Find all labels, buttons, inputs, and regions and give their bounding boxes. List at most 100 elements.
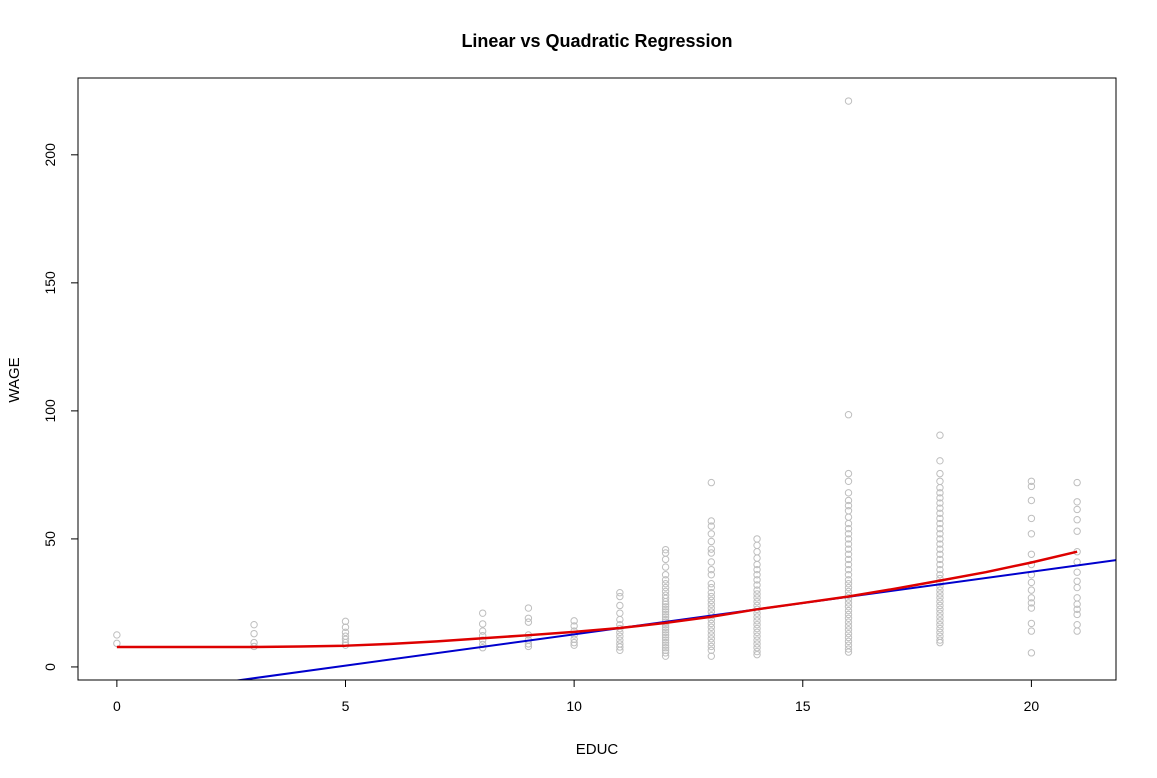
data-point: [524, 618, 533, 626]
data-point: [936, 545, 944, 553]
data-point: [1073, 577, 1081, 585]
data-point: [936, 524, 944, 533]
data-point: [616, 609, 624, 617]
data-point: [707, 627, 716, 635]
data-point: [844, 580, 853, 588]
data-point: [844, 587, 853, 596]
data-point: [936, 609, 944, 617]
data-point: [1073, 527, 1081, 535]
data-point: [707, 545, 716, 553]
data-point: [661, 626, 670, 634]
data-point: [936, 601, 944, 610]
data-point: [844, 501, 853, 510]
data-point: [707, 588, 716, 597]
data-point: [844, 524, 853, 533]
data-point: [844, 583, 853, 592]
data-point: [844, 622, 853, 630]
x-tick-label: 15: [795, 698, 811, 714]
data-point: [936, 628, 944, 637]
data-point: [341, 635, 350, 643]
data-point: [341, 617, 350, 626]
data-points: [113, 97, 1081, 660]
data-point: [570, 635, 578, 643]
data-point: [1027, 514, 1036, 523]
data-point: [844, 641, 853, 649]
data-point: [478, 609, 487, 617]
data-point: [844, 606, 853, 615]
data-point: [936, 530, 944, 538]
data-point: [661, 603, 670, 611]
data-point: [1027, 578, 1036, 587]
data-point: [753, 586, 761, 594]
data-point: [844, 610, 853, 619]
data-point: [661, 649, 670, 657]
data-point: [524, 604, 533, 612]
data-point: [661, 583, 670, 592]
data-point: [661, 608, 670, 616]
data-point: [936, 613, 944, 621]
data-point: [661, 613, 670, 621]
data-point: [707, 652, 716, 660]
data-point: [661, 563, 670, 571]
data-point: [661, 633, 670, 642]
data-point: [753, 535, 761, 543]
data-point: [707, 549, 716, 557]
data-point: [1027, 599, 1036, 607]
data-point: [936, 638, 944, 647]
data-point: [707, 558, 716, 566]
data-point: [936, 565, 944, 574]
data-point: [1073, 605, 1081, 614]
data-point: [1073, 594, 1081, 602]
data-point: [753, 647, 761, 656]
data-point: [844, 626, 853, 634]
data-point: [844, 411, 853, 419]
data-point: [753, 581, 761, 589]
x-axis-label: EDUC: [576, 741, 619, 758]
data-point: [616, 588, 624, 597]
data-point: [1027, 649, 1036, 657]
data-point: [250, 629, 258, 638]
data-point: [936, 582, 944, 590]
data-point: [707, 623, 716, 631]
data-point: [844, 599, 853, 607]
data-point: [250, 620, 258, 629]
x-tick-label: 0: [113, 698, 121, 714]
data-point: [753, 640, 761, 648]
data-point: [753, 628, 761, 637]
data-point: [341, 628, 350, 637]
data-point: [936, 489, 944, 497]
x-tick-label: 20: [1024, 698, 1040, 714]
data-point: [753, 590, 761, 598]
data-point: [661, 610, 670, 619]
data-point: [661, 646, 670, 654]
quadratic-fit-line: [116, 550, 1078, 649]
data-point: [661, 571, 670, 579]
data-point: [707, 604, 716, 612]
data-point: [844, 576, 853, 584]
data-point: [844, 519, 853, 528]
data-point: [844, 477, 853, 485]
data-point: [661, 580, 670, 588]
data-point: [936, 499, 944, 507]
data-point: [936, 617, 944, 625]
data-point: [844, 540, 853, 548]
data-point: [936, 509, 944, 518]
data-point: [844, 489, 853, 497]
data-point: [844, 550, 853, 558]
data-point: [936, 590, 944, 598]
data-point: [707, 596, 716, 605]
data-point: [844, 560, 853, 569]
data-point: [661, 628, 670, 637]
data-point: [707, 517, 716, 525]
data-point: [524, 614, 533, 622]
data-point: [707, 530, 716, 538]
data-point: [936, 555, 944, 564]
data-point: [753, 636, 761, 644]
data-point: [753, 644, 761, 652]
data-point: [936, 457, 944, 465]
data-point: [844, 530, 853, 538]
data-point: [707, 580, 716, 588]
data-point: [844, 535, 853, 543]
data-point: [707, 646, 716, 654]
